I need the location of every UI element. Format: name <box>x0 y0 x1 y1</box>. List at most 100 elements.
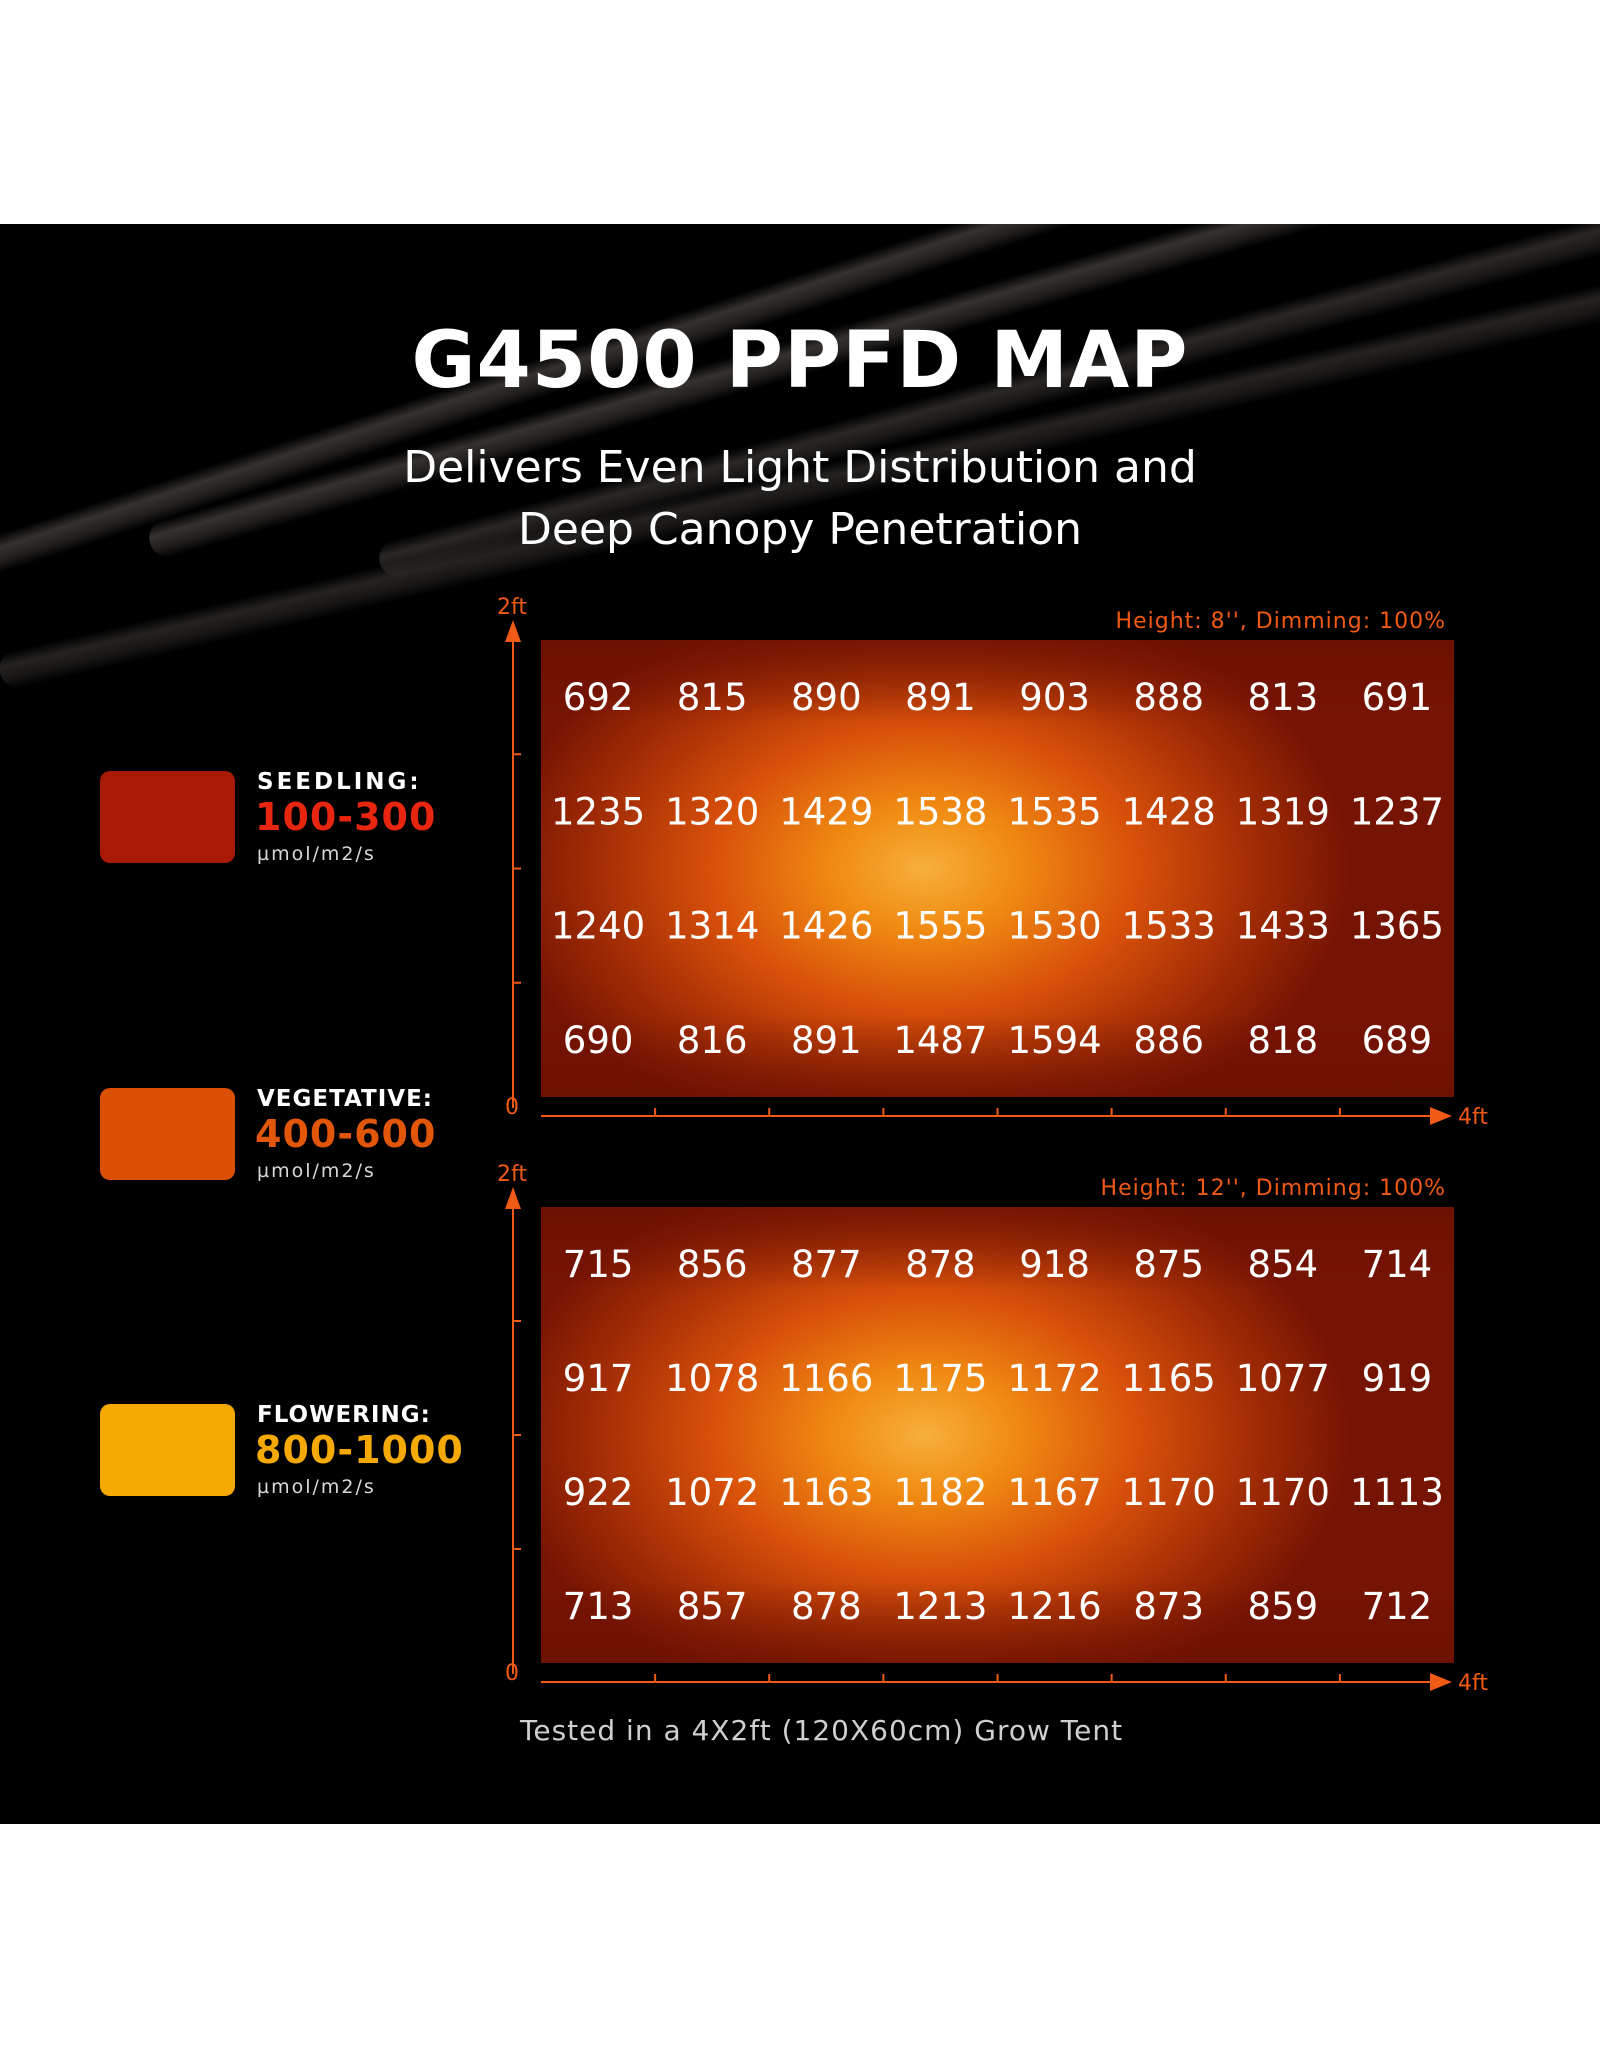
heatmap-cell-value: 1319 <box>1236 790 1330 833</box>
heatmap-cell-value: 1113 <box>1350 1471 1444 1514</box>
heatmap-cell-value: 1167 <box>1008 1471 1102 1514</box>
heatmap-cell-value: 1077 <box>1236 1357 1330 1400</box>
heatmap-cell-value: 1429 <box>779 790 873 833</box>
x-axis-end-label: 4ft <box>1458 1671 1488 1696</box>
heatmap-cell-value: 691 <box>1362 676 1433 719</box>
heatmap-cell-value: 1170 <box>1236 1471 1330 1514</box>
legend-label: FLOWERING: <box>257 1402 431 1428</box>
heatmap-cell-value: 1072 <box>665 1471 759 1514</box>
legend-unit: µmol/m2/s <box>257 1160 376 1182</box>
heatmap-cell-value: 713 <box>563 1585 634 1628</box>
heatmap-cell-value: 818 <box>1247 1019 1318 1062</box>
heatmap-cell-value: 1237 <box>1350 790 1444 833</box>
heatmap-cell-value: 1314 <box>665 905 759 948</box>
heatmap-cell-value: 712 <box>1362 1585 1433 1628</box>
legend-swatch-vegetative <box>100 1088 235 1180</box>
legend-range: 400-600 <box>255 1112 437 1156</box>
y-axis-arrow-icon <box>505 1187 521 1209</box>
heatmap-cell-value: 1240 <box>551 905 645 948</box>
heatmap-cell-value: 919 <box>1362 1357 1433 1400</box>
heatmap-cell-value: 1594 <box>1008 1019 1102 1062</box>
x-axis-arrow-icon <box>1430 1107 1452 1125</box>
heatmap-cell-value: 878 <box>791 1585 862 1628</box>
heatmap-cell-value: 1530 <box>1008 905 1102 948</box>
legend-label: VEGETATIVE: <box>257 1086 433 1112</box>
map-condition-label: Height: 8'', Dimming: 100% <box>1116 609 1446 634</box>
heatmap-cell-value: 917 <box>563 1357 634 1400</box>
heatmap-cell-value: 813 <box>1247 676 1318 719</box>
map-condition-label: Height: 12'', Dimming: 100% <box>1101 1176 1446 1201</box>
subtitle-line-2: Deep Canopy Penetration <box>518 504 1082 555</box>
heatmap-cell-value: 856 <box>677 1243 748 1286</box>
heatmap-cell-value: 1555 <box>893 905 987 948</box>
axis-origin-label: 0 <box>505 1095 519 1120</box>
heatmap-cell-value: 1433 <box>1236 905 1330 948</box>
legend-unit: µmol/m2/s <box>257 1476 376 1498</box>
heatmap-cell-value: 918 <box>1019 1243 1090 1286</box>
heatmap-cell-value: 1163 <box>779 1471 873 1514</box>
heatmap-cell-value: 1182 <box>893 1471 987 1514</box>
heatmap-cell-value: 690 <box>563 1019 634 1062</box>
heatmap-cell-value: 689 <box>1362 1019 1433 1062</box>
footnote: Tested in a 4X2ft (120X60cm) Grow Tent <box>520 1714 1124 1747</box>
heatmap-cell-value: 1320 <box>665 790 759 833</box>
heatmap-cell-value: 816 <box>677 1019 748 1062</box>
heatmap-cell-value: 878 <box>905 1243 976 1286</box>
heatmap-cell-value: 714 <box>1362 1243 1433 1286</box>
heatmap-cell-value: 875 <box>1133 1243 1204 1286</box>
heatmap-edge-shade <box>541 640 1454 1097</box>
heatmap-cell-value: 854 <box>1247 1243 1318 1286</box>
legend-vegetative: VEGETATIVE: 400-600 µmol/m2/s <box>100 1086 500 1188</box>
legend-flowering: FLOWERING: 800-1000 µmol/m2/s <box>100 1402 500 1504</box>
legend-seedling: SEEDLING: 100-300 µmol/m2/s <box>100 769 500 871</box>
legend-range: 100-300 <box>255 795 437 839</box>
page-title: G4500 PPFD MAP <box>411 316 1189 406</box>
heatmap-cell-value: 1235 <box>551 790 645 833</box>
heatmap-cell-value: 1078 <box>665 1357 759 1400</box>
heatmap-cell-value: 1170 <box>1122 1471 1216 1514</box>
heatmap-cell-value: 1172 <box>1008 1357 1102 1400</box>
heatmap-cell-value: 1428 <box>1122 790 1216 833</box>
heatmap-cell-value: 877 <box>791 1243 862 1286</box>
subtitle-line-1: Delivers Even Light Distribution and <box>403 442 1197 493</box>
heatmap-cell-value: 1165 <box>1122 1357 1216 1400</box>
heatmap-edge-shade <box>541 1207 1454 1663</box>
legend-swatch-flowering <box>100 1404 235 1496</box>
heatmap-cell-value: 1487 <box>893 1019 987 1062</box>
heatmap-cell-value: 888 <box>1133 676 1204 719</box>
y-axis-arrow-icon <box>505 620 521 642</box>
axis-origin-label: 0 <box>505 1661 519 1686</box>
heatmap-cell-value: 886 <box>1133 1019 1204 1062</box>
heatmap-cell-value: 692 <box>563 676 634 719</box>
x-axis-arrow-icon <box>1430 1673 1452 1691</box>
heatmap-cell-value: 715 <box>563 1243 634 1286</box>
legend-range: 800-1000 <box>255 1428 464 1472</box>
heatmap-height-12: 715 856 877 878 918 875 854 714 917 1078 1166 1175 1… <box>497 1162 1488 1696</box>
heatmap-cell-value: 1533 <box>1122 905 1216 948</box>
heatmap-cell-value: 891 <box>791 1019 862 1062</box>
heatmap-cell-value: 1216 <box>1008 1585 1102 1628</box>
heatmap-cell-value: 891 <box>905 676 976 719</box>
y-axis-end-label: 2ft <box>497 595 527 620</box>
x-axis-end-label: 4ft <box>1458 1105 1488 1130</box>
heatmap-cell-value: 890 <box>791 676 862 719</box>
heatmap-cell-value: 1365 <box>1350 905 1444 948</box>
legend-swatch-seedling <box>100 771 235 863</box>
heatmap-cell-value: 1426 <box>779 905 873 948</box>
heatmap-cell-value: 903 <box>1019 676 1090 719</box>
heatmap-cell-value: 1538 <box>893 790 987 833</box>
heatmap-cell-value: 873 <box>1133 1585 1204 1628</box>
heatmap-cell-value: 1175 <box>893 1357 987 1400</box>
heatmap-cell-value: 1213 <box>893 1585 987 1628</box>
heatmap-cell-value: 922 <box>563 1471 634 1514</box>
heatmap-cell-value: 857 <box>677 1585 748 1628</box>
heatmap-cell-value: 1166 <box>779 1357 873 1400</box>
heatmap-height-8: 692 815 890 891 903 888 813 691 1235 1320 1429 1538… <box>497 595 1488 1130</box>
heatmap-cell-value: 1535 <box>1008 790 1102 833</box>
heatmap-cell-value: 859 <box>1247 1585 1318 1628</box>
y-axis-end-label: 2ft <box>497 1162 527 1187</box>
legend-label: SEEDLING: <box>257 769 422 795</box>
heatmap-cell-value: 815 <box>677 676 748 719</box>
legend-unit: µmol/m2/s <box>257 843 376 865</box>
